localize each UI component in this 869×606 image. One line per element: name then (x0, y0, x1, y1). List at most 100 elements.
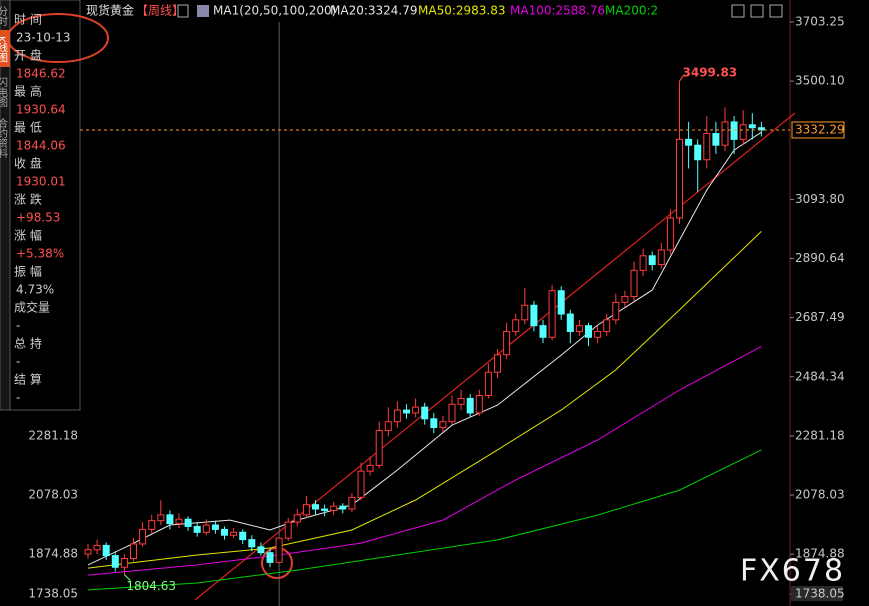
candle-body (694, 144, 702, 161)
candle-body (302, 504, 310, 516)
candle-body (430, 418, 438, 429)
info-value: 1844.06 (16, 139, 66, 153)
info-value: +5.38% (16, 247, 64, 261)
candle-body (139, 528, 147, 545)
y-tick-label-left: 1738.05 (28, 587, 78, 601)
indicator-icon[interactable] (197, 5, 209, 17)
candle-body (739, 124, 747, 140)
candle-body (157, 514, 165, 522)
info-value: - (16, 391, 20, 405)
side-tab[interactable]: 闪电图 (0, 76, 8, 108)
ma-line (87, 449, 762, 591)
candle-body (676, 138, 683, 219)
side-tab[interactable]: 合约资料 (0, 117, 8, 159)
info-label: 收 盘 (14, 156, 42, 171)
candle-body (403, 409, 410, 414)
min-pointer (124, 574, 131, 581)
candle-body (102, 544, 110, 557)
candle-body (357, 470, 365, 498)
max-label: 3499.83 (683, 66, 738, 80)
instrument: 现货黄金 (86, 3, 134, 18)
header: 现货黄金 【周线】 MA1(20,50,100,200) (86, 3, 336, 18)
candle-body (93, 544, 101, 551)
tick-label-box (791, 586, 843, 601)
y-tick-label-left: 2281.18 (28, 428, 78, 442)
candle-body (175, 518, 183, 525)
candle-body (639, 255, 647, 271)
candle-body (512, 319, 520, 332)
tool-button[interactable] (750, 4, 764, 18)
candle-body (530, 304, 538, 327)
y-tick-label: 2890.64 (795, 251, 845, 265)
period: 【周线】 (136, 4, 184, 18)
candle-body (685, 138, 693, 146)
y-tick-label: 3703.25 (795, 15, 845, 29)
info-label: 时 间 (14, 13, 42, 27)
info-value: 23-10-13 (16, 31, 70, 45)
side-tab[interactable]: K线图 (0, 36, 8, 63)
min-label: 1804.63 (126, 579, 176, 593)
info-label: 开 盘 (14, 48, 42, 63)
candle-body (594, 330, 602, 338)
candle-body (266, 552, 274, 563)
current-price-label: 3332.29 (795, 122, 845, 136)
side-tab[interactable]: 分时 (0, 6, 8, 26)
candle-body (339, 505, 347, 510)
candle-body (457, 397, 465, 405)
candle-body (484, 371, 492, 397)
candle-body (657, 249, 665, 266)
candle-body (348, 496, 356, 510)
candle-body (221, 528, 228, 536)
candle-body (566, 313, 574, 332)
tool-button[interactable] (731, 4, 745, 18)
info-value: - (16, 355, 20, 369)
y-tick-label-left: 2078.03 (28, 488, 78, 502)
candle-body (475, 395, 483, 414)
y-tick-label: 1874.88 (795, 547, 845, 561)
candle-body (712, 133, 720, 146)
candle-body (148, 520, 156, 530)
info-value: 4.73% (16, 283, 54, 297)
candle-body (548, 290, 556, 338)
candle-body (366, 464, 374, 472)
candle-body (312, 504, 319, 510)
ma-line (87, 345, 762, 576)
y-tick-label: 3500.10 (795, 74, 845, 88)
candle-body (184, 518, 192, 527)
candle-body (539, 325, 547, 338)
candle-body (494, 354, 501, 373)
candle-body (666, 217, 674, 251)
candle-body (239, 531, 247, 541)
y-tick-label: 2281.18 (795, 428, 845, 442)
legend-entry: MA50:2983.83 (418, 4, 506, 18)
info-label: 最 低 (14, 121, 42, 135)
candle-body (293, 514, 301, 523)
candle-body (257, 546, 265, 554)
candle-body (230, 531, 238, 536)
info-value: 1846.62 (16, 67, 66, 81)
max-pointer (679, 74, 684, 82)
y-tick-label-left: 1874.88 (28, 547, 78, 561)
legend-entry: MA20:3324.79 (330, 4, 418, 18)
info-label: 振 幅 (14, 264, 42, 279)
candle-body (120, 558, 128, 568)
candle-body (321, 508, 329, 511)
candle-body (703, 133, 711, 161)
tab-strip (0, 0, 11, 411)
info-label: 涨 跌 (14, 192, 42, 207)
candle-body (84, 549, 92, 555)
candle-body (193, 525, 201, 533)
dropdown-icon[interactable] (177, 4, 189, 18)
candle-body (503, 330, 511, 356)
y-tick-label: 2484.34 (795, 369, 845, 383)
info-value: 1930.64 (16, 103, 66, 117)
candle-body (439, 421, 447, 429)
indicator: MA1(20,50,100,200) (213, 4, 336, 18)
info-label: 涨 幅 (14, 228, 42, 243)
tool-button[interactable] (769, 4, 783, 18)
ma-line (87, 131, 762, 566)
candle-body (275, 537, 283, 563)
